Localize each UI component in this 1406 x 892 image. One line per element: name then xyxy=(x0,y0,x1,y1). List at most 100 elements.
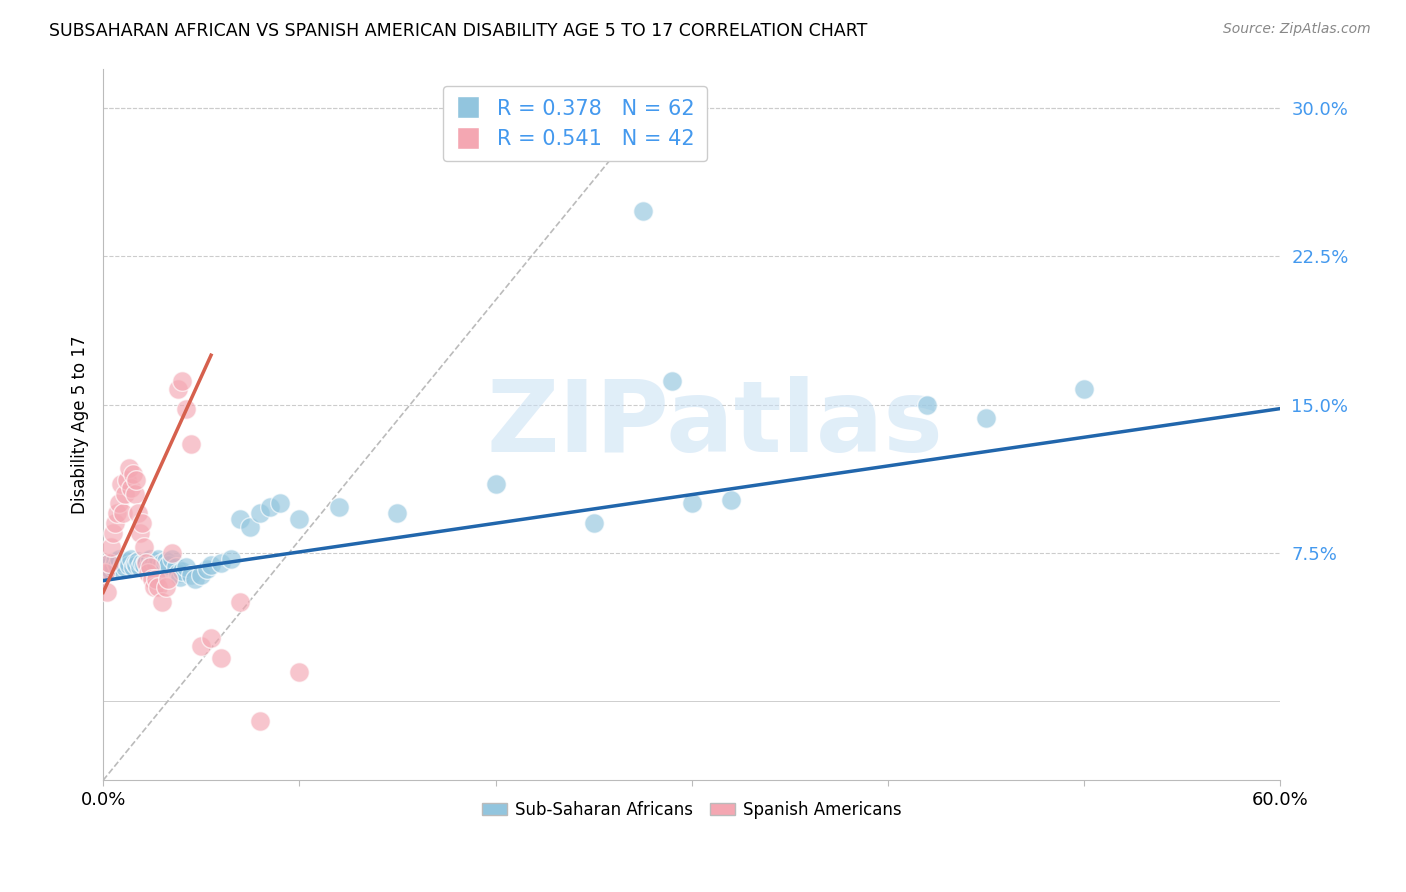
Point xyxy=(121,467,143,481)
Point xyxy=(131,516,153,531)
Point xyxy=(681,496,703,510)
Point xyxy=(98,556,121,570)
Point xyxy=(120,552,142,566)
Point xyxy=(165,559,187,574)
Y-axis label: Disability Age 5 to 17: Disability Age 5 to 17 xyxy=(72,335,89,514)
Point xyxy=(127,554,149,568)
Point xyxy=(145,558,167,572)
Point xyxy=(160,552,183,566)
Point xyxy=(219,552,242,566)
Point xyxy=(174,559,197,574)
Point xyxy=(124,486,146,500)
Point xyxy=(114,486,136,500)
Point xyxy=(180,437,202,451)
Point xyxy=(288,512,311,526)
Point xyxy=(974,411,997,425)
Point xyxy=(131,556,153,570)
Point xyxy=(143,554,166,568)
Point xyxy=(269,496,291,510)
Point xyxy=(108,552,131,566)
Point xyxy=(195,562,218,576)
Point xyxy=(156,558,179,572)
Point xyxy=(184,572,207,586)
Legend: Sub-Saharan Africans, Spanish Americans: Sub-Saharan Africans, Spanish Americans xyxy=(475,794,908,825)
Point xyxy=(104,516,127,531)
Point xyxy=(110,562,132,576)
Point xyxy=(136,566,159,580)
Point xyxy=(104,554,127,568)
Point xyxy=(129,559,152,574)
Point xyxy=(1073,382,1095,396)
Point xyxy=(135,556,157,570)
Point xyxy=(139,552,162,566)
Point xyxy=(125,473,148,487)
Point xyxy=(121,559,143,574)
Point xyxy=(200,631,222,645)
Point xyxy=(127,507,149,521)
Point xyxy=(328,500,350,515)
Point xyxy=(156,572,179,586)
Point xyxy=(209,650,232,665)
Point xyxy=(100,564,122,578)
Text: ZIPatlas: ZIPatlas xyxy=(486,376,943,473)
Point xyxy=(136,559,159,574)
Point xyxy=(94,566,117,580)
Point xyxy=(134,540,156,554)
Point xyxy=(117,558,139,572)
Point xyxy=(915,398,938,412)
Point xyxy=(582,516,605,531)
Text: Source: ZipAtlas.com: Source: ZipAtlas.com xyxy=(1223,22,1371,37)
Point xyxy=(166,382,188,396)
Point xyxy=(101,559,124,574)
Point xyxy=(288,665,311,679)
Point xyxy=(155,554,177,568)
Point xyxy=(110,476,132,491)
Point xyxy=(150,595,173,609)
Point xyxy=(249,507,271,521)
Point xyxy=(631,203,654,218)
Point xyxy=(190,639,212,653)
Text: SUBSAHARAN AFRICAN VS SPANISH AMERICAN DISABILITY AGE 5 TO 17 CORRELATION CHART: SUBSAHARAN AFRICAN VS SPANISH AMERICAN D… xyxy=(49,22,868,40)
Point xyxy=(115,473,138,487)
Point xyxy=(94,566,117,580)
Point xyxy=(153,559,176,574)
Point xyxy=(174,401,197,416)
Point xyxy=(229,512,252,526)
Point xyxy=(190,567,212,582)
Point xyxy=(108,496,131,510)
Point xyxy=(117,461,139,475)
Point xyxy=(146,552,169,566)
Point xyxy=(484,476,506,491)
Point xyxy=(111,507,134,521)
Point xyxy=(115,554,138,568)
Point xyxy=(160,546,183,560)
Point xyxy=(249,714,271,728)
Point xyxy=(96,585,118,599)
Point xyxy=(101,526,124,541)
Point xyxy=(124,556,146,570)
Point xyxy=(209,556,232,570)
Point xyxy=(105,558,128,572)
Point xyxy=(166,566,188,580)
Point xyxy=(135,554,157,568)
Point xyxy=(229,595,252,609)
Point xyxy=(146,580,169,594)
Point xyxy=(239,520,262,534)
Point xyxy=(98,556,121,570)
Point xyxy=(125,558,148,572)
Point xyxy=(180,567,202,582)
Point xyxy=(259,500,281,515)
Point xyxy=(143,580,166,594)
Point xyxy=(139,559,162,574)
Point xyxy=(155,580,177,594)
Point xyxy=(111,556,134,570)
Point xyxy=(170,564,193,578)
Point xyxy=(141,556,163,570)
Point xyxy=(100,540,122,554)
Point xyxy=(170,374,193,388)
Point xyxy=(200,558,222,572)
Point xyxy=(134,558,156,572)
Point xyxy=(720,492,742,507)
Point xyxy=(145,572,167,586)
Point xyxy=(387,507,409,521)
